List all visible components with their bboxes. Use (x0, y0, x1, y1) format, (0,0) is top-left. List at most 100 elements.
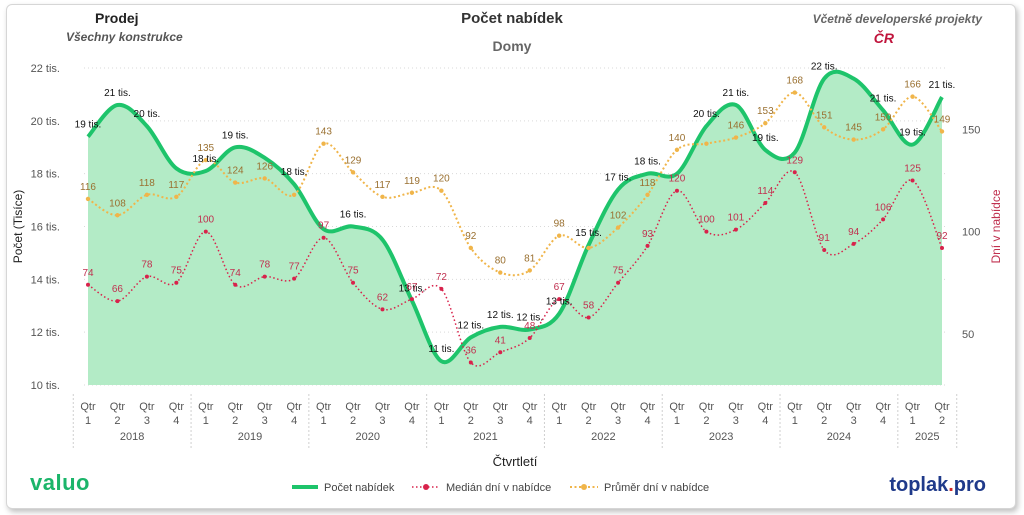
x-quarter-number: 2 (114, 415, 120, 427)
x-quarter-number: 2 (350, 415, 356, 427)
average-days-data-label: 118 (640, 178, 656, 189)
average-days-data-label: 168 (786, 76, 803, 87)
average-days-point (556, 233, 562, 238)
chart-subtitle: Domy (492, 38, 532, 54)
data-labels: 19 tis.21 tis.20 tis.18 tis.19 tis.18 ti… (75, 62, 956, 357)
median-days-data-label: 106 (875, 202, 892, 213)
offer-count-data-label: 15 tis. (575, 228, 602, 239)
x-quarter-word: Qtr (169, 401, 185, 413)
average-days-data-label: 102 (610, 211, 627, 222)
average-days-point (321, 141, 326, 146)
x-quarter-word: Qtr (139, 401, 155, 413)
median-days-point (704, 229, 709, 234)
x-quarter-number: 4 (527, 415, 533, 427)
x-quarter-number: 3 (379, 415, 385, 427)
median-days-point (763, 200, 768, 205)
average-days-data-label: 116 (80, 182, 96, 193)
legend-label-average: Průměr dní v nabídce (604, 482, 709, 494)
offer-count-data-label: 18 tis. (281, 167, 308, 178)
average-days-data-label: 98 (554, 219, 566, 230)
x-quarter-number: 3 (497, 415, 503, 427)
legend: Počet nabídek Medián dní v nabídce Průměr … (292, 482, 709, 494)
x-quarter-number: 1 (556, 415, 562, 427)
x-quarter-number: 2 (703, 415, 709, 427)
construction-filter-label: Všechny konstrukce (66, 30, 183, 44)
x-quarter-word: Qtr (404, 401, 420, 413)
x-quarter-word: Qtr (905, 401, 921, 413)
average-days-data-label: 92 (465, 231, 477, 242)
average-days-point (468, 245, 474, 251)
average-days-data-label: 150 (875, 112, 892, 123)
average-days-point (939, 129, 945, 134)
median-days-data-label: 67 (406, 282, 418, 293)
median-days-point (468, 360, 473, 365)
average-days-point (792, 90, 797, 95)
offer-count-data-label: 21 tis. (104, 88, 131, 99)
region-label: ČR (873, 30, 894, 46)
x-quarter-number: 3 (615, 415, 621, 427)
average-days-point (409, 190, 415, 195)
average-days-point (704, 141, 709, 146)
average-days-point (439, 188, 444, 193)
median-days-point (351, 280, 356, 285)
average-days-data-label: 149 (934, 114, 951, 125)
x-year-label: 2024 (827, 431, 851, 443)
x-quarter-number: 4 (880, 415, 886, 427)
median-days-data-label: 75 (613, 266, 625, 277)
average-days-data-label: 108 (109, 198, 126, 209)
x-quarter-number: 4 (173, 415, 179, 427)
median-days-data-label: 101 (728, 213, 745, 224)
x-quarter-number: 1 (674, 415, 680, 427)
median-days-data-label: 72 (436, 272, 448, 283)
x-quarter-word: Qtr (640, 401, 656, 413)
y-left-tick-label: 22 tis. (31, 63, 60, 75)
average-days-data-label: 118 (139, 178, 155, 189)
x-year-label: 2019 (238, 431, 262, 443)
average-days-point (763, 121, 768, 126)
average-days-data-label: 80 (495, 256, 507, 267)
y-left-tick-label: 16 tis. (31, 222, 60, 234)
x-quarter-word: Qtr (316, 401, 332, 413)
offer-count-data-label: 19 tis. (222, 130, 249, 141)
median-days-data-label: 78 (141, 260, 153, 271)
average-days-data-label: 81 (524, 253, 536, 264)
average-days-data-label: 129 (345, 155, 362, 166)
x-quarter-word: Qtr (875, 401, 891, 413)
x-quarter-word: Qtr (728, 401, 744, 413)
x-quarter-word: Qtr (434, 401, 450, 413)
median-days-point (321, 235, 326, 240)
x-year-label: 2018 (120, 431, 144, 443)
x-year-label: 2020 (356, 431, 380, 443)
average-days-data-label: 153 (757, 106, 774, 117)
offer-count-line (86, 69, 944, 365)
median-days-data-label: 94 (848, 227, 860, 238)
x-quarter-number: 4 (644, 415, 650, 427)
average-days-point (115, 213, 120, 218)
x-quarter-word: Qtr (286, 401, 302, 413)
median-days-point (409, 297, 414, 302)
average-days-data-label: 166 (904, 80, 921, 91)
offer-count-area-fill (88, 71, 942, 386)
median-days-point (144, 274, 149, 279)
offer-count-data-label: 19 tis. (899, 128, 926, 139)
median-days-data-label: 93 (642, 229, 654, 240)
average-days-data-label: 143 (315, 127, 332, 138)
x-quarter-word: Qtr (345, 401, 361, 413)
x-quarter-number: 4 (409, 415, 415, 427)
offer-count-data-label: 18 tis. (634, 157, 661, 168)
median-days-point (940, 245, 944, 250)
x-quarter-number: 1 (85, 415, 91, 427)
x-quarter-word: Qtr (610, 401, 626, 413)
median-days-point (498, 350, 503, 355)
median-days-data-label: 67 (554, 282, 566, 293)
x-quarter-word: Qtr (198, 401, 214, 413)
chart-title: Počet nabídek (461, 10, 563, 27)
y-left-tick-label: 10 tis. (31, 380, 60, 392)
x-quarter-word: Qtr (699, 401, 715, 413)
median-days-data-label: 129 (786, 155, 803, 166)
average-days-point (350, 170, 356, 175)
y-right-tick-label: 100 (962, 227, 980, 239)
median-days-data-label: 75 (347, 266, 359, 277)
x-quarter-number: 3 (851, 415, 857, 427)
median-days-point (645, 243, 650, 248)
